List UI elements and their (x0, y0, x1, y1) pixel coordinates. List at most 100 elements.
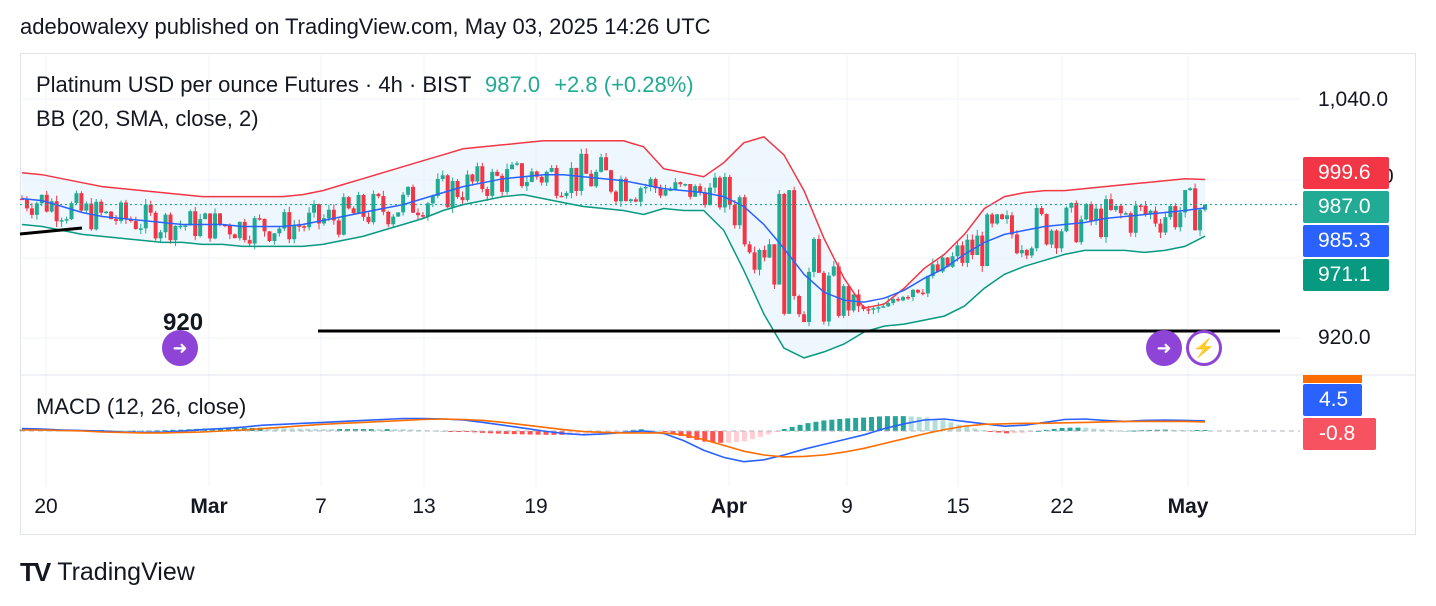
publisher-caption: adebowalexy published on TradingView.com… (20, 14, 711, 39)
macd-histogram-bar (464, 431, 470, 432)
candle-body (490, 171, 495, 196)
candle-body (514, 163, 519, 165)
macd-histogram-bar (337, 429, 343, 431)
candle-body (1019, 250, 1024, 254)
candle-body (539, 176, 544, 183)
macd-histogram-bar (972, 428, 978, 431)
candle-body (153, 212, 158, 239)
candle-body (1178, 212, 1183, 228)
bb-lower-tag: 971.1 (1303, 259, 1389, 291)
macd-histogram-bar (734, 431, 740, 443)
macd-histogram-bar (1131, 430, 1137, 432)
candle-body (267, 231, 272, 242)
chart-frame[interactable] (20, 53, 1416, 535)
candle-body (836, 266, 841, 316)
candle-body (970, 239, 975, 256)
macd-histogram-bar (368, 429, 374, 431)
macd-histogram-bar (321, 429, 327, 431)
macd-histogram-bar (448, 431, 454, 432)
candle-body (846, 286, 851, 311)
macd-histogram-bar (479, 431, 485, 433)
candle-body (435, 178, 440, 196)
candle-body (886, 302, 891, 307)
macd-histogram-bar (305, 428, 311, 431)
candle-body (906, 296, 911, 299)
candle-body (1044, 214, 1049, 245)
candle-body (1203, 204, 1207, 210)
candle-body (554, 167, 559, 196)
candle-body (173, 225, 178, 241)
macd-histogram-bar (495, 431, 501, 434)
macd-histogram-bar (392, 429, 398, 431)
macd-histogram-bar (678, 431, 684, 437)
macd-histogram-bar (742, 431, 748, 442)
candle-body (109, 211, 114, 220)
candle-body (703, 192, 708, 206)
candle-body (668, 189, 673, 191)
macd-histogram-bar (876, 416, 882, 431)
candle-body (559, 195, 564, 198)
candle-body (346, 197, 351, 209)
candle-body (797, 296, 802, 315)
candle-body (351, 208, 356, 214)
macd-histogram-bar (948, 422, 954, 431)
candle-body (440, 175, 445, 179)
candle-body (891, 299, 896, 303)
candle-body (673, 182, 678, 190)
candle-body (1054, 230, 1059, 249)
last-price-tag: 987.0 (1303, 191, 1389, 223)
candle-body (752, 252, 757, 270)
candle-body (816, 238, 821, 273)
candle-body (29, 208, 34, 215)
candle-body (1123, 213, 1128, 215)
macd-histogram-bar (829, 419, 835, 431)
symbol-legend: Platinum USD per ounce Futures · 4h · BI… (36, 72, 694, 98)
tradingview-logo-icon: TV (20, 557, 51, 587)
lightning-icon[interactable]: ⚡ (1186, 330, 1222, 366)
candle-body (133, 221, 138, 230)
candle-body (1069, 202, 1074, 208)
candle-body (737, 197, 742, 226)
forward-arrow-icon-right[interactable]: ➜ (1146, 330, 1182, 366)
candle-body (762, 249, 767, 258)
candle-body (262, 218, 267, 232)
macd-histogram-bar (1186, 430, 1192, 432)
candle-body (158, 232, 163, 239)
candle-body (831, 266, 836, 276)
candle-body (549, 167, 554, 172)
macd-histogram-bar (1011, 431, 1017, 434)
candle-body (995, 214, 1000, 224)
candle-body (24, 198, 29, 209)
candle-body (386, 211, 391, 225)
macd-histogram-bar (329, 429, 335, 431)
candle-body (1143, 205, 1148, 215)
signal-line (22, 418, 1206, 458)
candle-body (331, 209, 336, 221)
candle-body (84, 203, 89, 211)
macd-histogram-bar (352, 429, 358, 431)
candle-body (123, 202, 128, 220)
candle-body (945, 257, 950, 267)
candle-body (698, 186, 703, 193)
candle-body (39, 194, 44, 204)
candle-body (104, 211, 109, 214)
macd-histogram-bar (1059, 427, 1065, 431)
candle-body (1000, 214, 1005, 220)
candle-body (747, 244, 752, 253)
candle-body (312, 204, 317, 213)
macd-histogram-bar (1115, 430, 1121, 432)
macd-histogram-bar (1099, 429, 1105, 431)
candle-body (717, 177, 722, 208)
forward-arrow-icon[interactable]: ➜ (162, 330, 198, 366)
candle-body (138, 228, 143, 230)
candle-body (391, 216, 396, 225)
candle-body (787, 190, 792, 314)
x-tick-may: May (1167, 495, 1209, 518)
candle-body (1173, 206, 1178, 228)
candle-body (430, 195, 435, 204)
candle-body (376, 193, 381, 197)
candle-body (594, 171, 599, 187)
candle-body (371, 193, 376, 223)
candle-body (811, 238, 816, 272)
